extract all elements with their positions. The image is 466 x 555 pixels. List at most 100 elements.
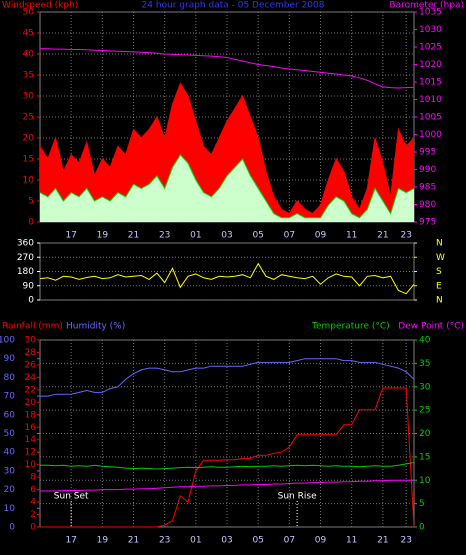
annotation: Sun Set [54,492,89,502]
y3-tick-label: 20 [25,398,37,408]
x-tick-label: 23 [159,536,170,546]
series-line [40,48,415,89]
y-tick-label: 90 [23,281,35,291]
x-tick-label: 05 [252,231,263,241]
y-tick-label: 0 [9,523,15,533]
y-tick-label: 0 [28,218,34,228]
y3-tick-label: 0 [30,523,36,533]
y3-tick-label: 4 [30,498,36,508]
annotation: Sun Rise [278,492,317,502]
y2-tick-label: 975 [419,218,436,228]
y2-tick-label: 40 [419,336,431,346]
chart-title: 24 hour graph data - 05 December 2008 [142,1,325,11]
x-tick-label: 19 [97,231,109,241]
y3-tick-label: 30 [25,336,37,346]
y2-tick-label: 985 [419,183,436,193]
y2-tick-label: 1030 [419,25,442,35]
y2-tick-label: 25 [419,406,430,416]
y2-tick-label: N [436,296,443,306]
y-tick-label: 50 [4,429,16,439]
y-tick-label: 20 [23,134,35,144]
legend-label: Barometer (hpa) [389,1,464,11]
x-tick-label: 23 [159,231,170,241]
y2-tick-label: 0 [419,523,425,533]
y3-tick-label: 14 [25,435,37,445]
legend-label: Temperature (°C) [311,322,390,332]
y2-tick-label: 15 [419,452,430,462]
y2-tick-label: 1020 [419,60,442,70]
y3-tick-label: 10 [25,460,37,470]
y2-tick-label: 30 [419,382,431,392]
y-tick-label: 0 [28,296,34,306]
y-tick-label: 30 [4,466,16,476]
x-tick-label: 11 [346,231,357,241]
y-tick-label: 5 [28,197,34,207]
y3-tick-label: 18 [25,410,37,420]
y2-tick-label: 980 [419,200,436,210]
y3-tick-label: 26 [25,360,37,370]
x-tick-label: 21 [377,231,388,241]
x-tick-label: 21 [128,231,139,241]
y-tick-label: 80 [4,373,16,383]
y2-tick-label: 1035 [419,8,442,18]
y-tick-label: 90 [4,354,16,364]
y2-tick-label: E [436,281,442,291]
y-tick-label: 40 [4,448,16,458]
y2-tick-label: 990 [419,165,436,175]
legend-label: Dew Point (°C) [398,322,464,332]
y-tick-label: 10 [4,504,16,514]
x-tick-label: 21 [377,536,388,546]
y3-tick-label: 28 [25,348,37,358]
series-line [40,387,415,528]
x-tick-label: 01 [190,231,201,241]
y-tick-label: 25 [23,113,34,123]
series-line [40,358,415,397]
y-tick-label: 40 [23,50,35,60]
x-tick-label: 17 [65,536,76,546]
y3-tick-label: 6 [30,485,36,495]
series-line [39,153,415,219]
y-tick-label: 270 [17,253,34,263]
x-tick-label: 21 [128,536,139,546]
x-tick-label: 03 [221,536,232,546]
x-tick-label: 01 [190,536,201,546]
x-tick-label: 17 [65,231,76,241]
y2-tick-label: N [436,239,443,249]
y3-tick-label: 16 [25,423,37,433]
y-tick-label: 35 [23,71,34,81]
y2-tick-label: 10 [419,476,431,486]
series-line [39,82,415,215]
series-line [40,462,415,470]
y-tick-label: 70 [4,392,16,402]
x-tick-label: 07 [284,536,295,546]
y3-tick-label: 8 [30,473,36,483]
x-tick-label: 23 [400,231,411,241]
x-tick-label: 09 [315,536,327,546]
y2-tick-label: 995 [419,148,436,158]
legend-label: Humidity (%) [66,322,125,332]
y3-tick-label: 22 [25,385,36,395]
x-tick-label: 09 [315,231,327,241]
legend-label: Windspeed (kph) [2,1,78,11]
y-tick-label: 45 [23,29,34,39]
x-tick-label: 05 [252,536,263,546]
y2-tick-label: 35 [419,359,430,369]
y3-tick-label: 24 [25,373,37,383]
x-tick-label: 19 [97,536,109,546]
y-tick-label: 30 [23,92,35,102]
y-tick-label: 15 [23,155,34,165]
y-tick-label: 10 [23,176,35,186]
x-tick-label: 11 [346,536,357,546]
x-tick-label: 23 [400,536,411,546]
y-tick-label: 360 [17,239,34,249]
series-line [40,479,414,492]
x-tick-label: 07 [284,231,295,241]
y2-tick-label: S [436,267,442,277]
y2-tick-label: 1025 [419,43,442,53]
y3-tick-label: 12 [25,448,36,458]
y2-tick-label: 1000 [419,130,442,140]
series-area [40,154,414,222]
